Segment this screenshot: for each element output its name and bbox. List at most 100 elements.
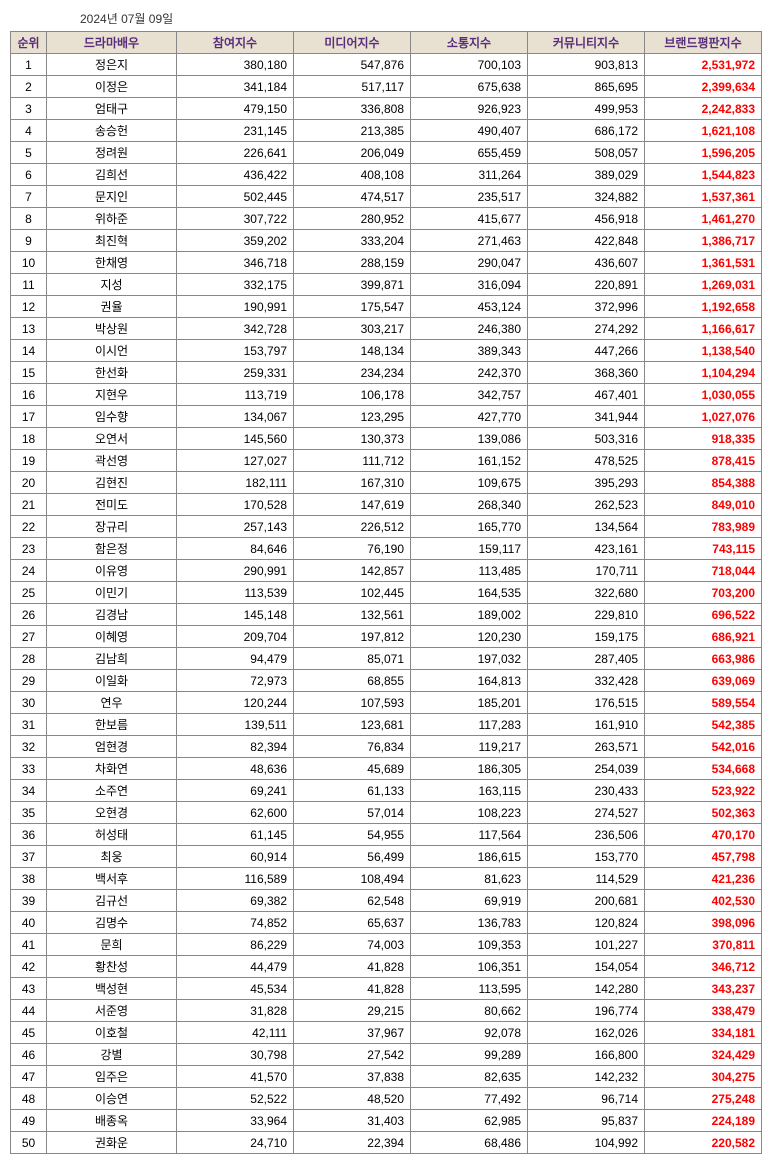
cell-rank: 8 xyxy=(11,208,47,230)
cell-participation: 307,722 xyxy=(177,208,294,230)
table-row: 45이호철42,11137,96792,078162,026334,181 xyxy=(11,1022,762,1044)
cell-brand: 470,170 xyxy=(645,824,762,846)
cell-communication: 242,370 xyxy=(411,362,528,384)
cell-community: 865,695 xyxy=(528,76,645,98)
cell-rank: 16 xyxy=(11,384,47,406)
table-row: 21전미도170,528147,619268,340262,523849,010 xyxy=(11,494,762,516)
cell-community: 499,953 xyxy=(528,98,645,120)
cell-media: 111,712 xyxy=(294,450,411,472)
cell-media: 234,234 xyxy=(294,362,411,384)
table-row: 6김희선436,422408,108311,264389,0291,544,82… xyxy=(11,164,762,186)
cell-media: 41,828 xyxy=(294,978,411,1000)
cell-communication: 117,564 xyxy=(411,824,528,846)
cell-community: 236,506 xyxy=(528,824,645,846)
table-row: 20김현진182,111167,310109,675395,293854,388 xyxy=(11,472,762,494)
cell-participation: 182,111 xyxy=(177,472,294,494)
cell-participation: 153,797 xyxy=(177,340,294,362)
cell-name: 최웅 xyxy=(47,846,177,868)
table-row: 37최웅60,91456,499186,615153,770457,798 xyxy=(11,846,762,868)
table-row: 34소주연69,24161,133163,115230,433523,922 xyxy=(11,780,762,802)
cell-brand: 1,027,076 xyxy=(645,406,762,428)
cell-community: 120,824 xyxy=(528,912,645,934)
cell-media: 62,548 xyxy=(294,890,411,912)
cell-media: 148,134 xyxy=(294,340,411,362)
cell-communication: 290,047 xyxy=(411,252,528,274)
cell-rank: 18 xyxy=(11,428,47,450)
cell-participation: 290,991 xyxy=(177,560,294,582)
cell-media: 547,876 xyxy=(294,54,411,76)
table-row: 35오현경62,60057,014108,223274,527502,363 xyxy=(11,802,762,824)
cell-brand: 523,922 xyxy=(645,780,762,802)
cell-brand: 589,554 xyxy=(645,692,762,714)
cell-name: 백서후 xyxy=(47,868,177,890)
table-row: 40김명수74,85265,637136,783120,824398,096 xyxy=(11,912,762,934)
cell-name: 임수향 xyxy=(47,406,177,428)
cell-rank: 31 xyxy=(11,714,47,736)
cell-participation: 44,479 xyxy=(177,956,294,978)
cell-communication: 197,032 xyxy=(411,648,528,670)
cell-name: 엄태구 xyxy=(47,98,177,120)
cell-rank: 40 xyxy=(11,912,47,934)
table-row: 39김규선69,38262,54869,919200,681402,530 xyxy=(11,890,762,912)
cell-name: 이승연 xyxy=(47,1088,177,1110)
cell-media: 408,108 xyxy=(294,164,411,186)
cell-rank: 9 xyxy=(11,230,47,252)
table-row: 27이혜영209,704197,812120,230159,175686,921 xyxy=(11,626,762,648)
cell-communication: 453,124 xyxy=(411,296,528,318)
cell-participation: 86,229 xyxy=(177,934,294,956)
cell-participation: 41,570 xyxy=(177,1066,294,1088)
cell-communication: 185,201 xyxy=(411,692,528,714)
cell-media: 85,071 xyxy=(294,648,411,670)
table-row: 43백성현45,53441,828113,595142,280343,237 xyxy=(11,978,762,1000)
cell-media: 54,955 xyxy=(294,824,411,846)
cell-participation: 94,479 xyxy=(177,648,294,670)
cell-name: 최진혁 xyxy=(47,230,177,252)
cell-media: 108,494 xyxy=(294,868,411,890)
cell-community: 134,564 xyxy=(528,516,645,538)
cell-participation: 69,382 xyxy=(177,890,294,912)
cell-participation: 113,539 xyxy=(177,582,294,604)
cell-brand: 783,989 xyxy=(645,516,762,538)
cell-name: 연우 xyxy=(47,692,177,714)
cell-rank: 49 xyxy=(11,1110,47,1132)
cell-participation: 42,111 xyxy=(177,1022,294,1044)
cell-name: 이정은 xyxy=(47,76,177,98)
cell-brand: 275,248 xyxy=(645,1088,762,1110)
cell-communication: 246,380 xyxy=(411,318,528,340)
col-media: 미디어지수 xyxy=(294,32,411,54)
cell-communication: 186,615 xyxy=(411,846,528,868)
cell-media: 130,373 xyxy=(294,428,411,450)
cell-communication: 120,230 xyxy=(411,626,528,648)
report-date: 2024년 07월 09일 xyxy=(80,10,761,27)
cell-community: 456,918 xyxy=(528,208,645,230)
table-row: 9최진혁359,202333,204271,463422,8481,386,71… xyxy=(11,230,762,252)
cell-participation: 145,148 xyxy=(177,604,294,626)
cell-participation: 332,175 xyxy=(177,274,294,296)
cell-communication: 69,919 xyxy=(411,890,528,912)
cell-communication: 490,407 xyxy=(411,120,528,142)
cell-media: 48,520 xyxy=(294,1088,411,1110)
table-row: 48이승연52,52248,52077,49296,714275,248 xyxy=(11,1088,762,1110)
cell-brand: 346,712 xyxy=(645,956,762,978)
cell-rank: 30 xyxy=(11,692,47,714)
table-row: 38백서후116,589108,49481,623114,529421,236 xyxy=(11,868,762,890)
cell-media: 61,133 xyxy=(294,780,411,802)
cell-media: 107,593 xyxy=(294,692,411,714)
cell-communication: 113,595 xyxy=(411,978,528,1000)
cell-name: 오현경 xyxy=(47,802,177,824)
col-rank: 순위 xyxy=(11,32,47,54)
cell-participation: 346,718 xyxy=(177,252,294,274)
col-brand: 브랜드평판지수 xyxy=(645,32,762,54)
cell-community: 436,607 xyxy=(528,252,645,274)
cell-communication: 268,340 xyxy=(411,494,528,516)
table-row: 2이정은341,184517,117675,638865,6952,399,63… xyxy=(11,76,762,98)
cell-community: 101,227 xyxy=(528,934,645,956)
cell-brand: 304,275 xyxy=(645,1066,762,1088)
cell-participation: 120,244 xyxy=(177,692,294,714)
col-communication: 소통지수 xyxy=(411,32,528,54)
table-row: 12권율190,991175,547453,124372,9961,192,65… xyxy=(11,296,762,318)
cell-name: 한채영 xyxy=(47,252,177,274)
cell-rank: 46 xyxy=(11,1044,47,1066)
cell-name: 위하준 xyxy=(47,208,177,230)
cell-community: 332,428 xyxy=(528,670,645,692)
